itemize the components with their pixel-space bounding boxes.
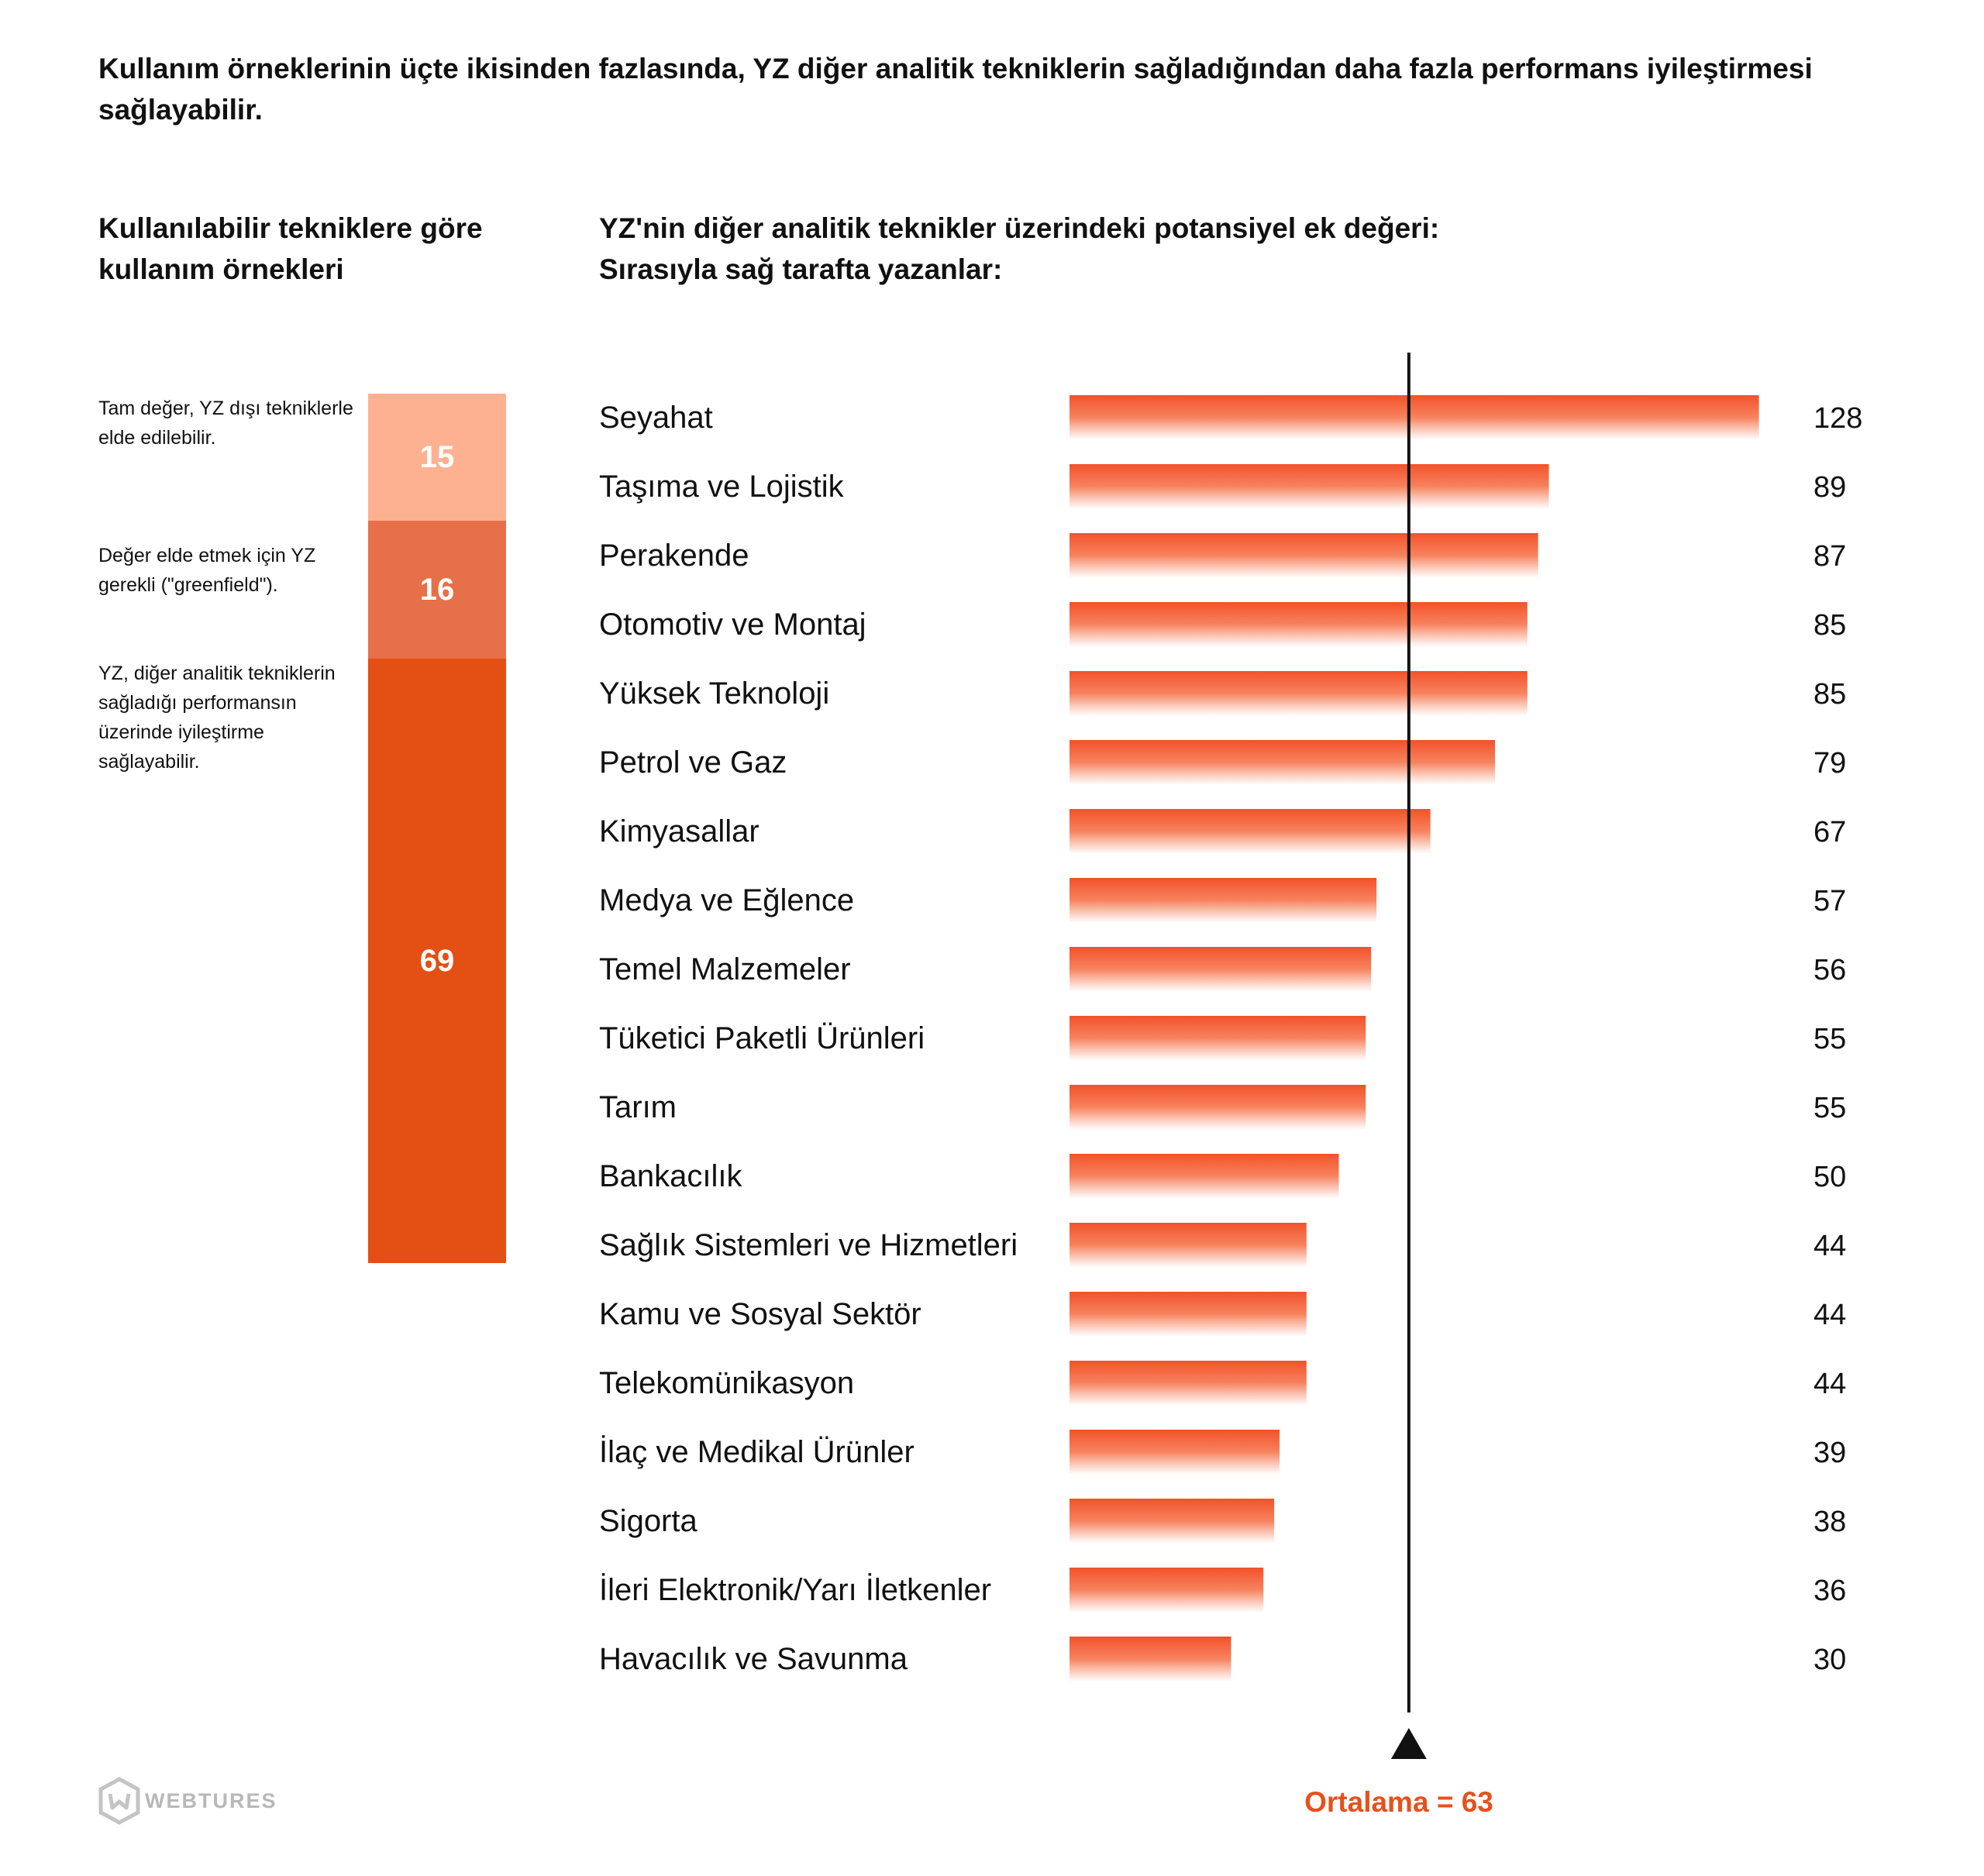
category-label: Medya ve Eğlence <box>599 883 854 917</box>
value-label: 44 <box>1814 1368 1846 1400</box>
bar <box>1070 947 1372 992</box>
stacked-segment-value: 15 <box>419 439 455 474</box>
value-label: 44 <box>1814 1230 1846 1262</box>
bar <box>1070 1361 1307 1406</box>
logo-text: WEBTURES <box>145 1788 277 1812</box>
average-label: Ortalama = 63 <box>1304 1786 1493 1818</box>
category-label: Seyahat <box>599 401 713 435</box>
value-label: 67 <box>1814 816 1846 849</box>
category-label: Sigorta <box>599 1504 698 1538</box>
stacked-segment-value: 16 <box>419 572 455 607</box>
value-label: 79 <box>1814 747 1846 780</box>
bar <box>1070 878 1377 923</box>
bar <box>1070 1430 1280 1475</box>
value-label: 44 <box>1814 1299 1846 1331</box>
value-label: 85 <box>1814 609 1846 642</box>
category-label: İleri Elektronik/Yarı İletkenler <box>599 1572 991 1607</box>
category-label: Otomotiv ve Montaj <box>599 608 866 642</box>
category-label: Telekomünikasyon <box>599 1366 854 1400</box>
value-label: 57 <box>1814 885 1846 917</box>
average-marker-icon <box>1390 1728 1427 1759</box>
category-label: Kamu ve Sosyal Sektör <box>599 1297 921 1331</box>
bar <box>1070 533 1538 578</box>
bar <box>1070 1568 1264 1613</box>
category-label: Havacılık ve Savunma <box>599 1642 908 1676</box>
right-panel-title: YZ'nin diğer analitik teknikler üzerinde… <box>599 208 1762 290</box>
bar <box>1070 1223 1307 1268</box>
category-label: Taşıma ve Lojistik <box>599 470 845 504</box>
category-label: Yüksek Teknoloji <box>599 676 829 711</box>
category-label: İlaç ve Medikal Ürünler <box>599 1434 914 1469</box>
bar <box>1070 1154 1339 1199</box>
bar <box>1070 671 1528 716</box>
segment-label-non-ai: Tam değer, YZ dışı tekniklerle elde edil… <box>98 398 353 449</box>
bar <box>1070 602 1528 647</box>
value-label: 50 <box>1814 1161 1846 1193</box>
value-label: 36 <box>1814 1575 1846 1607</box>
category-label: Tüketici Paketli Ürünleri <box>599 1021 925 1055</box>
value-label: 85 <box>1814 678 1846 711</box>
right-panel-title-line2: Sırasıyla sağ tarafta yazanlar: <box>599 253 1003 285</box>
category-label: Tarım <box>599 1090 677 1124</box>
left-panel-title: Kullanılabilir tekniklere göre kullanım … <box>98 212 483 285</box>
segment-label-greenfield: Değer elde etmek için YZ gerekli ("green… <box>98 545 316 596</box>
bar <box>1070 1016 1366 1061</box>
category-label: Perakende <box>599 539 749 573</box>
headline: Kullanım örneklerinin üçte ikisinden faz… <box>98 53 1813 126</box>
bar <box>1070 1292 1307 1337</box>
bar <box>1070 1499 1275 1544</box>
segment-label-ai-improvement: YZ, diğer analitik tekniklerin sağladığı… <box>98 663 336 773</box>
stacked-segment-non-ai: 15 <box>368 394 506 521</box>
bar <box>1070 1085 1366 1130</box>
value-label: 55 <box>1814 1092 1846 1124</box>
right-panel-title-line1: YZ'nin diğer analitik teknikler üzerinde… <box>599 212 1440 244</box>
hexagon-logo-icon <box>98 1777 140 1825</box>
value-label: 55 <box>1814 1023 1846 1055</box>
category-label: Temel Malzemeler <box>599 952 851 986</box>
value-label: 89 <box>1814 471 1846 504</box>
bar <box>1070 740 1496 785</box>
category-label: Bankacılık <box>599 1159 743 1193</box>
value-label: 38 <box>1814 1506 1846 1538</box>
value-label: 128 <box>1814 402 1862 435</box>
category-label: Sağlık Sistemleri ve Hizmetleri <box>599 1228 1018 1262</box>
stacked-segment-value: 69 <box>419 943 455 978</box>
bar <box>1070 1637 1231 1682</box>
category-label: Kimyasallar <box>599 814 760 849</box>
stacked-segment-ai-improvement: 69 <box>368 659 506 1263</box>
bar <box>1070 809 1431 854</box>
bar <box>1070 395 1759 440</box>
stacked-segment-greenfield: 16 <box>368 521 506 659</box>
webtures-logo: WEBTURES <box>98 1777 277 1825</box>
value-label: 87 <box>1814 540 1846 573</box>
value-label: 30 <box>1814 1644 1846 1676</box>
bar <box>1070 464 1549 509</box>
value-label: 39 <box>1814 1437 1846 1469</box>
value-label: 56 <box>1814 954 1846 986</box>
category-label: Petrol ve Gaz <box>599 745 787 780</box>
